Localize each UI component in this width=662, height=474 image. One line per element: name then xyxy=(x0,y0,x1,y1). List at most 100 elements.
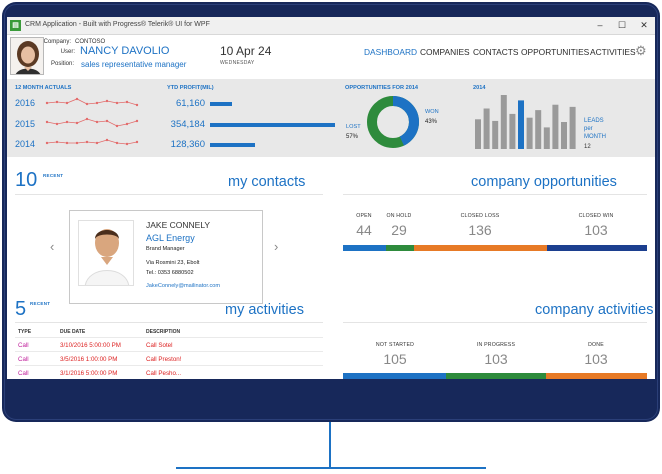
header: Company: CONTOSO User: NANCY DAVOLIO Pos… xyxy=(7,35,655,79)
leads-value: 12 xyxy=(584,144,591,150)
nav-opportunities[interactable]: OPPORTUNITIES xyxy=(521,47,590,57)
company-activities-title[interactable]: company activities xyxy=(535,302,654,318)
act-inprogress-label: IN PROGRESS xyxy=(476,342,516,348)
bar-segment xyxy=(546,245,647,251)
current-weekday: WEDNESDAY xyxy=(220,60,255,66)
user-avatar[interactable] xyxy=(10,37,44,75)
leads-chart-title: 2014 xyxy=(473,85,486,91)
contact-company[interactable]: AGL Energy xyxy=(146,233,195,243)
leads-bar xyxy=(492,120,499,149)
company-activities-bar xyxy=(343,373,647,379)
bar-segment xyxy=(414,245,547,251)
contact-photo xyxy=(78,220,134,286)
company-label: Company: xyxy=(43,39,71,45)
activity-row[interactable]: Call 3/10/2016 5:00:00 PM Call Sotel xyxy=(15,337,323,351)
activity-desc: Call Sotel xyxy=(146,342,173,349)
gear-icon[interactable]: ⚙ xyxy=(635,43,647,58)
ytd-2016-value: 61,160 xyxy=(175,98,205,109)
company-opportunities-title[interactable]: company opportunities xyxy=(471,174,617,190)
leads-bar xyxy=(483,108,490,149)
actuals-sparklines xyxy=(45,97,139,146)
leads-bar xyxy=(543,127,550,149)
opp-open-value[interactable]: 44 xyxy=(356,222,372,238)
opp-closedloss-label: CLOSED LOSS xyxy=(460,213,500,219)
activity-type: Call xyxy=(18,370,29,377)
nav-contacts[interactable]: CONTACTS xyxy=(473,47,519,57)
bar-segment xyxy=(546,373,647,379)
act-done-label: DONE xyxy=(588,342,604,348)
activity-due: 3/5/2016 1:00:00 PM xyxy=(60,356,118,363)
activity-type: Call xyxy=(18,356,29,363)
year-2015-label: 2015 xyxy=(15,119,36,129)
opportunities-chart-title: OPPORTUNITIES FOR 2014 xyxy=(345,85,419,91)
bar-segment xyxy=(343,373,446,379)
my-contacts-title[interactable]: my contacts xyxy=(228,174,306,190)
ytd-2015-value: 354,184 xyxy=(170,119,205,130)
contact-card[interactable]: JAKE CONNELY AGL Energy Brand Manager Vi… xyxy=(69,210,263,304)
opp-onhold-label: ON HOLD xyxy=(386,213,412,219)
activity-due: 3/10/2016 5:00:00 PM xyxy=(60,342,121,349)
position-label: Position: xyxy=(50,61,74,67)
prev-contact-arrow-icon[interactable]: ‹ xyxy=(50,239,55,254)
leads-label-line: MONTH xyxy=(584,134,606,140)
opp-closedwin-value[interactable]: 103 xyxy=(584,222,608,238)
col-due-header[interactable]: DUE DATE xyxy=(60,329,86,335)
company-activities-divider xyxy=(343,322,647,323)
my-activities-title[interactable]: my activities xyxy=(225,302,304,318)
contact-phone: Tel.: 0353 6880502 xyxy=(146,270,194,276)
lost-percent: 57% xyxy=(346,134,359,140)
minimize-button[interactable]: – xyxy=(597,20,603,30)
stats-band: 12 MONTH ACTUALS 2016 2015 2014 YTD PROF… xyxy=(7,79,655,157)
maximize-button[interactable]: ☐ xyxy=(617,20,627,30)
col-type-header[interactable]: TYPE xyxy=(18,329,32,335)
leads-bar xyxy=(535,110,542,149)
won-label: WON xyxy=(425,109,439,115)
activity-row[interactable]: Call 3/1/2016 5:00:00 PM Call Pesho... xyxy=(15,365,323,379)
ytd-2016-bar xyxy=(210,102,232,106)
close-button[interactable]: ✕ xyxy=(640,20,648,30)
activities-divider xyxy=(15,322,323,323)
next-contact-arrow-icon[interactable]: › xyxy=(274,239,279,254)
won-percent: 43% xyxy=(425,119,438,125)
activity-desc: Call Preston! xyxy=(146,356,182,363)
leads-bar xyxy=(500,95,507,149)
leads-label: LEADS per MONTH xyxy=(584,117,606,141)
activity-row[interactable]: Call 3/5/2016 1:00:00 PM Call Preston! xyxy=(15,351,323,365)
user-name: NANCY DAVOLIO xyxy=(80,45,170,57)
nav-activities[interactable]: ACTIVITIES xyxy=(590,47,636,57)
leads-label-line: LEADS xyxy=(584,118,604,124)
nav-dashboard[interactable]: DASHBOARD xyxy=(364,47,418,57)
position-value: sales representative manager xyxy=(81,60,187,69)
company-value: CONTOSO xyxy=(75,39,106,45)
act-done-value[interactable]: 103 xyxy=(584,351,608,367)
contacts-count: 10 xyxy=(15,169,38,191)
activity-type: Call xyxy=(18,342,29,349)
contacts-recent-tag: RECENT xyxy=(43,173,64,178)
leads-bar xyxy=(475,119,481,149)
activity-due: 3/1/2016 5:00:00 PM xyxy=(60,370,118,377)
current-date: 10 Apr 24 xyxy=(220,44,272,58)
act-notstarted-label: NOT STARTED xyxy=(375,342,415,348)
lost-label: LOST xyxy=(346,124,361,130)
user-label: User: xyxy=(60,49,75,55)
act-inprogress-value[interactable]: 103 xyxy=(484,351,508,367)
opp-onhold-value[interactable]: 29 xyxy=(391,222,407,238)
ytd-2014-value: 128,360 xyxy=(170,139,205,150)
activities-count: 5 xyxy=(15,298,27,320)
leads-bar xyxy=(569,106,576,149)
year-2016-label: 2016 xyxy=(15,98,36,108)
opp-closedloss-value[interactable]: 136 xyxy=(468,222,492,238)
activity-desc: Call Pesho... xyxy=(146,370,182,377)
actuals-title: 12 MONTH ACTUALS xyxy=(15,85,72,91)
col-desc-header[interactable]: DESCRIPTION xyxy=(146,329,181,335)
nav-companies[interactable]: COMPANIES xyxy=(420,47,470,57)
contact-email[interactable]: JakeConnely@mailinator.com xyxy=(146,283,221,289)
activities-recent-tag: RECENT xyxy=(30,301,51,306)
app-icon: ▤ xyxy=(10,20,21,31)
ytd-title: YTD PROFIT(MIL) xyxy=(167,85,214,91)
bar-segment xyxy=(385,245,415,251)
contacts-divider xyxy=(15,194,323,195)
leads-label-line: per xyxy=(584,126,593,132)
act-notstarted-value[interactable]: 105 xyxy=(383,351,407,367)
window-title: CRM Application - Built with Progress® T… xyxy=(25,21,210,28)
